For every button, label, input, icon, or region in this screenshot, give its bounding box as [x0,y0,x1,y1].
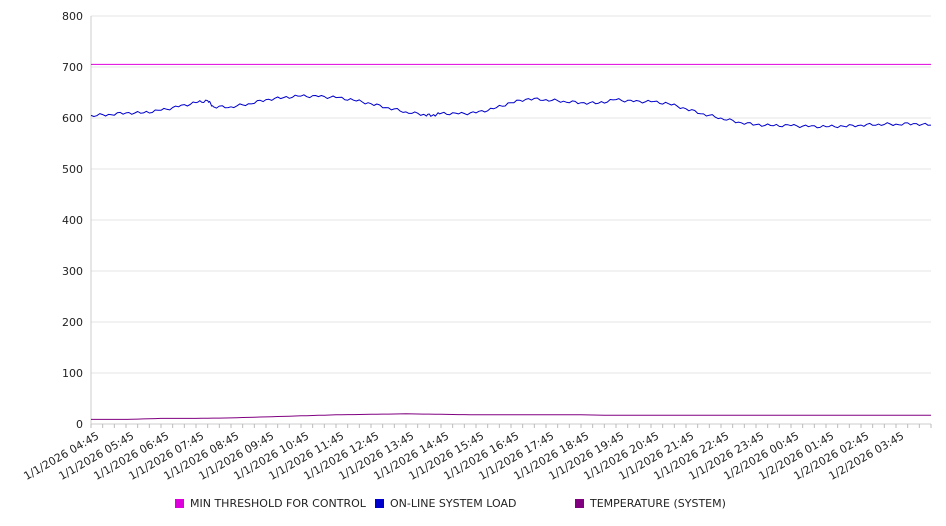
y-tick-label: 500 [62,163,83,176]
legend-item-temperature: TEMPERATURE (SYSTEM) [575,497,726,510]
y-tick-label: 100 [62,367,83,380]
legend-swatch-min-threshold [175,499,184,508]
y-tick-label: 300 [62,265,83,278]
chart-series [90,63,932,420]
legend-label-system-load: ON-LINE SYSTEM LOAD [390,497,517,510]
legend-swatch-temperature [575,499,584,508]
y-tick-label: 800 [62,10,83,23]
y-axis-tick-labels: 0 100 200 300 400 500 600 700 800 [62,10,83,431]
y-tick-label: 0 [76,418,83,431]
y-tick-label: 700 [62,61,83,74]
legend-swatch-system-load [375,499,384,508]
x-axis-tick-labels: 1/1/2026 04:451/1/2026 05:451/1/2026 06:… [21,429,906,483]
chart-legend: MIN THRESHOLD FOR CONTROL ON-LINE SYSTEM… [0,497,946,515]
legend-label-temperature: TEMPERATURE (SYSTEM) [590,497,726,510]
grid-lines [91,15,931,374]
legend-item-min-threshold: MIN THRESHOLD FOR CONTROL [175,497,366,510]
legend-label-min-threshold: MIN THRESHOLD FOR CONTROL [190,497,366,510]
y-tick-label: 600 [62,112,83,125]
series-line-temperature [91,413,931,420]
series-line-system-load [90,94,932,129]
y-tick-label: 400 [62,214,83,227]
legend-item-system-load: ON-LINE SYSTEM LOAD [375,497,516,510]
y-tick-label: 200 [62,316,83,329]
chart-axes [90,16,932,428]
